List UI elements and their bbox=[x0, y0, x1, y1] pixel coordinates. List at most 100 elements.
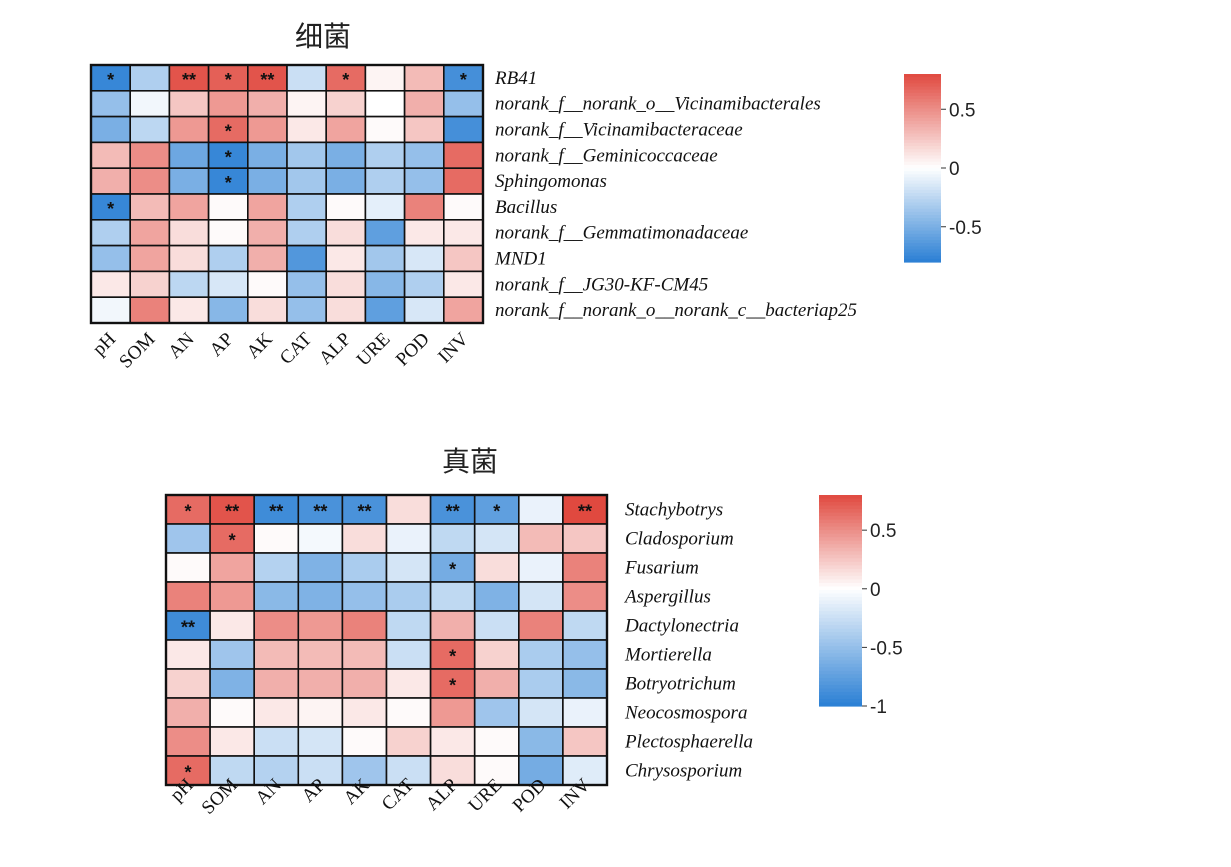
heatmap-cell bbox=[297, 639, 344, 670]
heatmap-cell bbox=[168, 270, 210, 298]
colorbar-segment bbox=[904, 139, 941, 144]
heatmap-cell bbox=[429, 494, 476, 525]
heatmap-cell bbox=[253, 668, 300, 699]
bacteria-heatmap: * ** * ** * *****RB41norank_f__norank_o__Vici… bbox=[89, 63, 857, 373]
heatmap-cell bbox=[341, 697, 388, 728]
heatmap-cell bbox=[253, 610, 300, 641]
colorbar-segment bbox=[904, 127, 941, 131]
heatmap-cell bbox=[247, 167, 288, 195]
colorbar-tick-label: 0 bbox=[949, 159, 960, 180]
bacteria-title: 细菌 bbox=[295, 20, 351, 53]
colorbar-segment bbox=[819, 530, 862, 535]
heatmap-cell bbox=[286, 244, 328, 273]
heatmap-cell bbox=[129, 270, 171, 298]
heatmap-cell bbox=[168, 167, 210, 195]
heatmap-cell bbox=[517, 668, 564, 699]
heatmap-cell bbox=[253, 697, 300, 728]
heatmap-cell bbox=[517, 726, 564, 757]
colorbar-segment bbox=[904, 215, 941, 219]
row-label: Fusarium bbox=[624, 558, 699, 579]
column-label: ALP bbox=[315, 329, 355, 369]
heatmap-cell bbox=[517, 610, 564, 641]
heatmap-cell bbox=[364, 167, 406, 195]
column-label: pH bbox=[89, 328, 120, 359]
significance-marker: ** bbox=[446, 502, 460, 522]
row-label: Stachybotrys bbox=[625, 500, 723, 521]
colorbar-segment bbox=[819, 526, 862, 531]
heatmap-cell bbox=[325, 244, 367, 273]
heatmap-cell bbox=[129, 167, 171, 195]
colorbar-segment bbox=[904, 86, 941, 91]
colorbar-segment bbox=[819, 607, 862, 612]
heatmap-cell bbox=[209, 697, 256, 728]
heatmap-cell bbox=[517, 581, 564, 612]
heatmap-border bbox=[89, 63, 485, 325]
colorbar-segment bbox=[904, 102, 941, 106]
colorbar-segment bbox=[904, 95, 941, 100]
colorbar-segment bbox=[819, 600, 862, 605]
colorbar-segment bbox=[904, 221, 941, 225]
heatmap-cell bbox=[247, 244, 288, 273]
colorbar-segment bbox=[904, 149, 941, 153]
heatmap-cell bbox=[325, 167, 367, 195]
heatmap-cell bbox=[209, 610, 256, 641]
column-label: AN bbox=[164, 328, 198, 362]
heatmap-cell bbox=[247, 296, 288, 324]
heatmap-cell bbox=[385, 494, 432, 525]
significance-marker: * bbox=[225, 147, 232, 167]
heatmap-cell bbox=[253, 523, 300, 554]
colorbar-segment bbox=[904, 205, 941, 210]
colorbar-segment bbox=[819, 660, 862, 665]
colorbar-segment bbox=[904, 77, 941, 81]
heatmap-cell bbox=[403, 90, 445, 118]
heatmap-cell bbox=[517, 697, 564, 728]
fungi-title: 真菌 bbox=[442, 445, 498, 478]
heatmap-cell bbox=[341, 755, 388, 786]
heatmap-cell bbox=[168, 219, 210, 247]
colorbar-segment bbox=[819, 540, 862, 545]
heatmap-cell bbox=[403, 115, 445, 144]
heatmap-cell bbox=[429, 697, 476, 728]
colorbar-segment bbox=[819, 568, 862, 573]
heatmap-cell bbox=[473, 668, 520, 699]
heatmap-cell bbox=[209, 668, 256, 699]
significance-marker: * bbox=[449, 676, 456, 696]
colorbar-segment bbox=[819, 516, 862, 521]
heatmap-cell bbox=[247, 270, 288, 298]
row-label: Aspergillus bbox=[623, 587, 711, 608]
colorbar-segment bbox=[819, 663, 862, 668]
colorbar-segment bbox=[904, 196, 941, 200]
heatmap-cell bbox=[341, 581, 388, 612]
colorbar-segment bbox=[819, 558, 862, 563]
heatmap-cell bbox=[168, 244, 210, 273]
heatmap-cell bbox=[247, 219, 288, 247]
heatmap-cell bbox=[129, 296, 171, 324]
colorbar-segment bbox=[904, 199, 941, 204]
colorbar-segment bbox=[904, 202, 941, 207]
heatmap-cell bbox=[247, 193, 288, 221]
colorbar-segment bbox=[904, 92, 941, 97]
significance-marker: * bbox=[225, 70, 232, 90]
heatmap-cell bbox=[209, 552, 256, 583]
colorbar-segment bbox=[819, 618, 862, 623]
fungi-heatmap: * ** ** ** ** ** * *********StachybotrysCladosp… bbox=[164, 493, 753, 819]
heatmap-cell bbox=[429, 523, 476, 554]
colorbar-segment bbox=[819, 695, 862, 700]
colorbar-segment bbox=[819, 632, 862, 637]
heatmap-cell bbox=[562, 552, 608, 583]
heatmap-cell bbox=[90, 167, 132, 195]
heatmap-cell bbox=[165, 523, 211, 554]
colorbar-segment bbox=[819, 611, 862, 616]
heatmap-cell bbox=[325, 141, 367, 169]
heatmap-cell bbox=[403, 296, 445, 324]
fungi-colorbar: 0.5 0 -0.5 -1 bbox=[819, 495, 903, 718]
colorbar-segment bbox=[904, 193, 941, 197]
heatmap-cell bbox=[403, 64, 445, 92]
heatmap-cell bbox=[364, 270, 406, 298]
heatmap-cell bbox=[286, 270, 328, 298]
heatmap-cell bbox=[403, 193, 445, 221]
significance-marker: * bbox=[493, 502, 500, 522]
colorbar-segment bbox=[819, 561, 862, 566]
heatmap-cell bbox=[442, 167, 484, 195]
colorbar-segment bbox=[819, 579, 862, 584]
